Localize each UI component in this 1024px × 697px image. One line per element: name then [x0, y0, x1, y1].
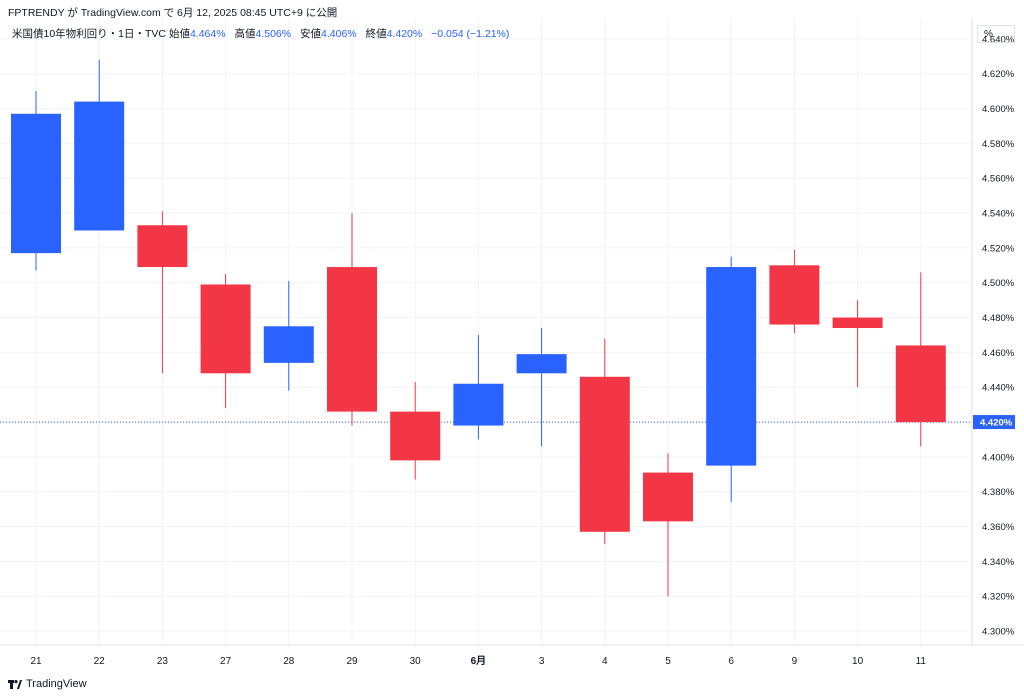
last-price-badge: 4.420%	[973, 415, 1015, 430]
time-tick-label: 6	[728, 656, 734, 667]
price-tick-label: 4.440%	[982, 383, 1015, 394]
time-scale[interactable]: 21 22 23 27 28 29 30 6月 3 4 5 6 9 10 11	[30, 655, 926, 667]
price-tick-label: 4.360%	[982, 522, 1015, 533]
price-tick-label: 4.560%	[982, 174, 1015, 185]
price-tick-label: 4.480%	[982, 313, 1015, 324]
time-tick-label: 23	[157, 656, 169, 667]
open-label: 始値	[168, 28, 190, 40]
open-value: 4.464%	[189, 28, 226, 40]
close-label: 終値	[365, 28, 387, 40]
price-tick-label: 4.460%	[982, 348, 1015, 359]
candle-body[interactable]	[453, 383, 504, 426]
candle-body[interactable]	[579, 376, 630, 532]
symbol-legend[interactable]: 米国債10年物利回り・1日・TVC 始値4.464% 高値4.506% 安値4.…	[12, 26, 509, 41]
price-tick-label: 4.380%	[982, 487, 1015, 498]
high-label: 高値	[234, 28, 256, 40]
footer-brand-text: TradingView	[26, 678, 87, 690]
low-label: 安値	[300, 28, 322, 40]
time-tick-label: 9	[792, 656, 798, 667]
candle-body[interactable]	[832, 317, 883, 329]
time-tick-label: 3	[539, 656, 545, 667]
candle-body[interactable]	[137, 225, 188, 268]
symbol-title[interactable]: 米国債10年物利回り・1日・TVC	[12, 28, 167, 40]
price-tick-label: 4.300%	[982, 627, 1015, 638]
candle-body[interactable]	[327, 267, 377, 412]
time-tick-label: 11	[916, 656, 927, 667]
candle-body[interactable]	[200, 284, 251, 374]
time-tick-label: 27	[220, 656, 232, 667]
candle-body[interactable]	[769, 265, 820, 325]
price-tick-label: 4.540%	[982, 209, 1015, 220]
close-value: 4.420%	[386, 28, 423, 40]
price-tick-label: 4.400%	[982, 452, 1015, 463]
candle-body[interactable]	[895, 345, 946, 423]
last-price-badge-bg	[973, 415, 1015, 430]
price-tick-label: 4.580%	[982, 139, 1015, 150]
time-tick-label: 22	[94, 656, 106, 667]
candle-body[interactable]	[263, 326, 314, 363]
candle-body[interactable]	[74, 101, 125, 231]
tradingview-logo-icon	[8, 679, 22, 689]
price-tick-label: 4.320%	[982, 592, 1015, 603]
candle-body[interactable]	[516, 354, 567, 374]
price-tick-label: 4.340%	[982, 557, 1015, 568]
time-tick-label: 21	[30, 656, 42, 667]
time-tick-label: 29	[346, 656, 358, 667]
chart-grid	[0, 18, 972, 645]
time-tick-label: 5	[665, 656, 671, 667]
time-tick-label: 28	[283, 656, 295, 667]
time-tick-label: 4	[602, 656, 608, 667]
time-tick-label: 10	[852, 656, 864, 667]
last-price-badge-text: 4.420%	[980, 418, 1013, 429]
candles-layer	[11, 59, 946, 597]
time-tick-label: 6月	[471, 655, 487, 667]
time-tick-label: 30	[410, 656, 422, 667]
low-value: 4.406%	[321, 28, 357, 40]
price-scale[interactable]: 4.640% 4.620% 4.600% 4.580% 4.560% 4.540% 4.52…	[982, 34, 1015, 637]
change-value: −0.054 (−1.21%)	[431, 28, 510, 40]
candle-body[interactable]	[706, 267, 757, 466]
price-tick-label: 4.640%	[982, 34, 1015, 45]
candle-body[interactable]	[11, 113, 61, 254]
price-tick-label: 4.620%	[982, 69, 1015, 80]
footer-brand[interactable]: TradingView	[8, 678, 87, 690]
candle-body[interactable]	[643, 472, 693, 522]
price-tick-label: 4.520%	[982, 243, 1015, 254]
price-tick-label: 4.500%	[982, 278, 1015, 289]
publisher-line: FPTRENDY が TradingView.com で 6月 12, 2025…	[8, 7, 338, 19]
price-tick-label: 4.600%	[982, 104, 1015, 115]
price-unit-toggle[interactable]: %	[977, 25, 1015, 43]
candle-body[interactable]	[390, 411, 441, 461]
high-value: 4.506%	[255, 28, 292, 40]
